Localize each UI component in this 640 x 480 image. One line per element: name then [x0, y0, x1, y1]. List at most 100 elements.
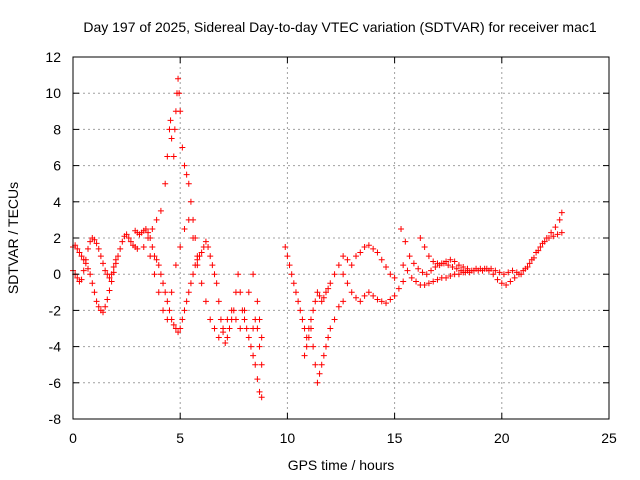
data-point-marker [443, 274, 450, 281]
data-point-marker [320, 294, 327, 301]
data-point-marker [425, 280, 432, 287]
y-axis-title: SDTVAR / TECUs [5, 182, 21, 294]
data-point-marker [554, 231, 561, 238]
data-point-marker [391, 274, 398, 281]
data-point-marker [421, 282, 428, 289]
data-point-marker [415, 265, 422, 272]
data-point-marker [149, 244, 156, 251]
data-point-marker [357, 298, 364, 305]
data-point-marker [404, 267, 411, 274]
series-track-c [132, 225, 265, 368]
data-point-marker [331, 316, 338, 323]
data-point-marker [526, 260, 533, 267]
data-point-marker [365, 242, 372, 249]
data-point-marker [348, 262, 355, 269]
data-point-marker [149, 225, 156, 232]
data-point-marker [170, 153, 177, 160]
data-point-marker [320, 352, 327, 359]
data-point-marker [171, 126, 178, 133]
data-point-marker [322, 343, 329, 350]
data-point-marker [391, 292, 398, 299]
data-points [70, 75, 565, 401]
data-point-marker [357, 249, 364, 256]
data-point-marker [310, 307, 317, 314]
data-point-marker [160, 280, 167, 287]
data-point-marker [400, 262, 407, 269]
data-point-marker [398, 225, 405, 232]
data-point-marker [460, 269, 467, 276]
data-point-marker [335, 303, 342, 310]
data-point-marker [155, 289, 162, 296]
data-point-marker [202, 238, 209, 245]
data-point-marker [258, 394, 265, 401]
data-point-marker [365, 289, 372, 296]
data-point-marker [102, 303, 109, 310]
x-axis-title: GPS time / hours [288, 457, 395, 473]
data-point-marker [226, 325, 233, 332]
data-point-marker [370, 292, 377, 299]
data-point-marker [301, 352, 308, 359]
data-point-marker [243, 325, 250, 332]
data-point-marker [256, 316, 263, 323]
data-point-marker [537, 244, 544, 251]
data-point-marker [316, 370, 323, 377]
data-point-marker [387, 271, 394, 278]
data-point-marker [190, 235, 197, 241]
data-point-marker [245, 334, 252, 341]
data-point-marker [361, 292, 368, 299]
data-point-marker [82, 256, 89, 263]
series-track-i [340, 242, 398, 281]
data-point-marker [162, 289, 169, 296]
data-point-marker [177, 244, 184, 251]
data-point-marker [157, 207, 164, 214]
data-point-marker [515, 271, 522, 278]
data-point-marker [147, 253, 154, 260]
data-point-marker [213, 280, 220, 287]
data-point-marker [177, 325, 184, 332]
data-point-marker [344, 280, 351, 287]
data-point-marker [423, 271, 430, 278]
data-point-marker [378, 298, 385, 305]
data-point-marker [87, 238, 94, 245]
x-tick-label: 25 [601, 430, 617, 446]
data-point-marker [312, 298, 319, 305]
data-point-marker [374, 296, 381, 303]
data-point-marker [106, 274, 113, 281]
data-point-marker [370, 245, 377, 252]
data-point-marker [175, 329, 182, 336]
data-point-marker [209, 262, 216, 269]
data-point-marker [552, 224, 559, 231]
data-point-marker [312, 361, 319, 368]
data-point-marker [112, 256, 119, 263]
data-point-marker [187, 280, 194, 287]
data-point-marker [340, 271, 347, 278]
data-point-marker [175, 75, 182, 82]
data-point-marker [353, 294, 360, 301]
data-point-marker [541, 238, 548, 245]
data-point-marker [237, 289, 244, 296]
data-point-marker [172, 262, 179, 269]
data-point-marker [224, 316, 231, 323]
y-tick-label: 4 [53, 194, 61, 210]
series-track-g [282, 244, 407, 341]
data-point-marker [327, 325, 334, 332]
data-point-marker [290, 280, 297, 287]
data-point-marker [228, 307, 235, 314]
data-point-marker [254, 376, 261, 383]
data-point-marker [434, 276, 441, 283]
data-point-marker [247, 343, 254, 350]
data-point-marker [524, 263, 531, 270]
data-point-marker [145, 229, 152, 236]
y-tick-label: -8 [49, 411, 62, 427]
data-point-marker [250, 352, 257, 359]
data-point-marker [447, 273, 454, 280]
data-point-marker [310, 343, 317, 350]
data-point-marker [211, 325, 218, 332]
data-point-marker [215, 298, 222, 305]
data-point-marker [327, 280, 334, 287]
data-point-marker [395, 285, 402, 292]
data-point-marker [464, 265, 471, 272]
data-point-marker [353, 253, 360, 260]
data-point-marker [232, 316, 239, 323]
data-point-marker [533, 249, 540, 256]
